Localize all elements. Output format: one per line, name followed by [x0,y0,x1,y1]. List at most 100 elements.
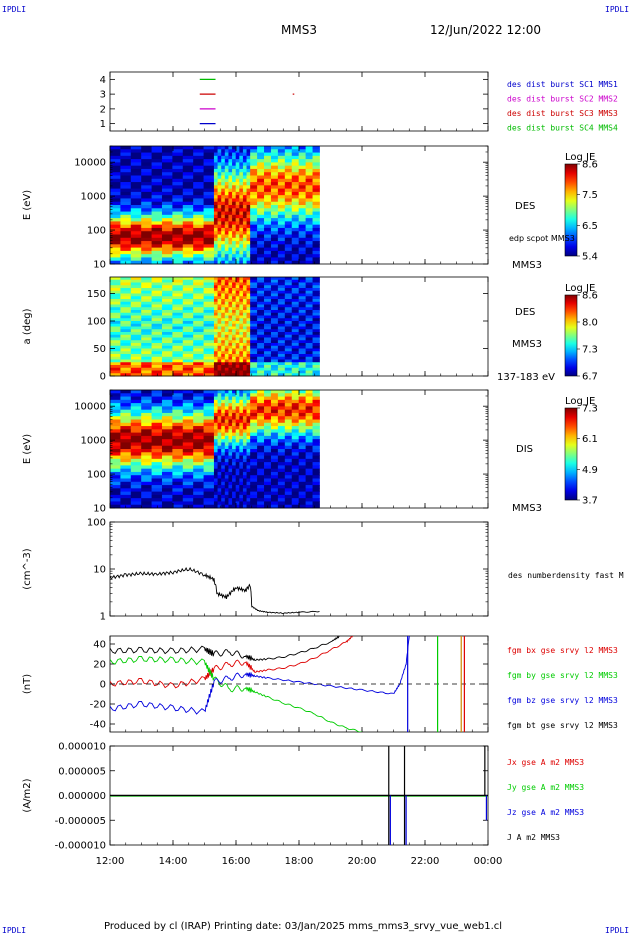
panel3-heatmap-cell [257,356,265,360]
panel4-heatmap-cell [182,481,194,486]
panel3-heatmap-cell [110,343,121,347]
panel2-heatmap-cell [298,254,307,258]
panel2-heatmap-cell [151,182,163,186]
panel3-heatmap-cell [228,345,233,349]
panel3-heatmap-cell [312,334,320,338]
panel2-heatmap-cell [250,234,258,239]
panel4-heatmap-cell [217,501,222,506]
panel2-heatmap-cell [193,149,204,153]
panel4-heatmap-cell [246,462,251,466]
panel2-heatmap-cell [182,244,194,249]
panel3-heatmap-cell [151,285,163,289]
panel3-heatmap-cell [182,288,194,292]
panel4-heatmap-cell [250,462,258,466]
panel2-heatmap-cell [213,234,218,239]
panel3-heatmap-cell [182,332,194,336]
panel3-heatmap-cell [305,337,313,341]
panel4-heatmap-cell [151,462,163,466]
panel3-heatmap-cell [291,282,300,286]
panel2-heatmap-cell [141,188,152,193]
panel3-heatmap-cell [298,310,307,314]
panel3-heatmap-cell [120,332,132,336]
panel2-heatmap-cell [172,152,184,157]
panel3-heatmap-cell [130,299,142,303]
panel4-heatmap-cell [291,481,300,486]
panel2-heatmap-cell [213,237,218,242]
panel2-heatmap-cell [161,234,173,239]
panel4-heatmap-cell [110,455,121,460]
panel3-heatmap-cell [298,337,307,341]
panel3-heatmap-cell [246,332,251,336]
panel4-heatmap-cell [141,494,152,499]
panel4-heatmap-cell [277,442,286,447]
panel4-heatmap-cell [172,426,184,430]
panel3-heatmap-cell [235,321,240,325]
panel3-heatmap-cell [270,359,279,363]
panel4-heatmap-cell [235,449,240,453]
panel3-heatmap-cell [120,304,132,308]
panel2-heatmap-cell [305,185,313,190]
panel4-heatmap-cell [264,390,272,394]
panel2-heatmap-cell [172,218,184,222]
panel4-heatmap-cell [172,462,184,466]
panel3-heatmap-cell [264,362,272,366]
panel2-heatmap-cell [217,152,222,157]
panel3-heatmap-cell [284,279,293,283]
panel4-heatmap-cell [270,452,279,456]
panel3-heatmap-cell [284,318,293,322]
panel2-heatmap-cell [257,257,265,262]
panel2-heatmap-cell [110,211,121,216]
panel3-heatmap-cell [182,323,194,327]
panel4-heatmap-cell [250,471,258,476]
panel2-heatmap-cell [239,155,244,160]
panel4-heatmap-cell [217,396,222,401]
panel3-heatmap-cell [277,315,286,319]
panel4-heatmap-cell [217,465,222,470]
panel4-heatmap-cell [141,445,152,450]
panel4-heatmap-cell [203,396,215,401]
panel2-heatmap-cell [232,241,237,245]
panel3-heatmap-cell [130,312,142,316]
panel3-heatmap-cell [193,290,204,294]
panel3-heatmap-cell [141,296,152,300]
panel2-heatmap-cell [221,208,226,212]
panel2-heatmap-cell [120,149,132,153]
panel2-heatmap-cell [232,208,237,212]
panel2-heatmap-cell [182,247,194,252]
panel4-heatmap-cell [264,494,272,499]
panel3-heatmap-cell [242,321,247,325]
panel2-heatmap-cell [305,188,313,193]
panel3-heatmap-cell [217,312,222,316]
panel2-heatmap-cell [203,260,215,265]
panel3-heatmap-cell [250,334,258,338]
panel4-heatmap-cell [130,409,142,414]
panel3-heatmap-cell [213,290,218,294]
panel2-heatmap-cell [250,211,258,216]
panel2-heatmap-cell [284,198,293,203]
panel2-heatmap-cell [270,172,279,176]
panel3-heatmap-cell [298,282,307,286]
panel2-heatmap-cell [130,205,142,209]
panel4-heatmap-cell [246,458,251,463]
panel3-heatmap-cell [257,293,265,297]
panel3-heatmap-cell [120,307,132,311]
panel2-heatmap-cell [284,234,293,239]
panel4-heatmap-cell [312,419,320,424]
panel4-heatmap-cell [291,403,300,407]
panel2-heatmap-cell [242,234,247,239]
panel3-heatmap-cell [312,279,320,283]
panel3-heatmap-cell [264,288,272,292]
panel6-ytick-label: 40 [93,640,106,651]
panel2-heatmap-cell [213,247,218,252]
panel4-heatmap-cell [141,403,152,407]
panel4-heatmap-cell [284,478,293,483]
panel3-heatmap-cell [151,332,163,336]
panel3-heatmap-cell [291,279,300,283]
panel3-heatmap-cell [270,288,279,292]
panel3-heatmap-cell [242,279,247,283]
panel4-heatmap-cell [291,498,300,502]
panel2-heatmap-cell [130,146,142,150]
panel3-heatmap-cell [305,334,313,338]
panel3-heatmap-cell [221,345,226,349]
panel2-heatmap-cell [203,227,215,232]
